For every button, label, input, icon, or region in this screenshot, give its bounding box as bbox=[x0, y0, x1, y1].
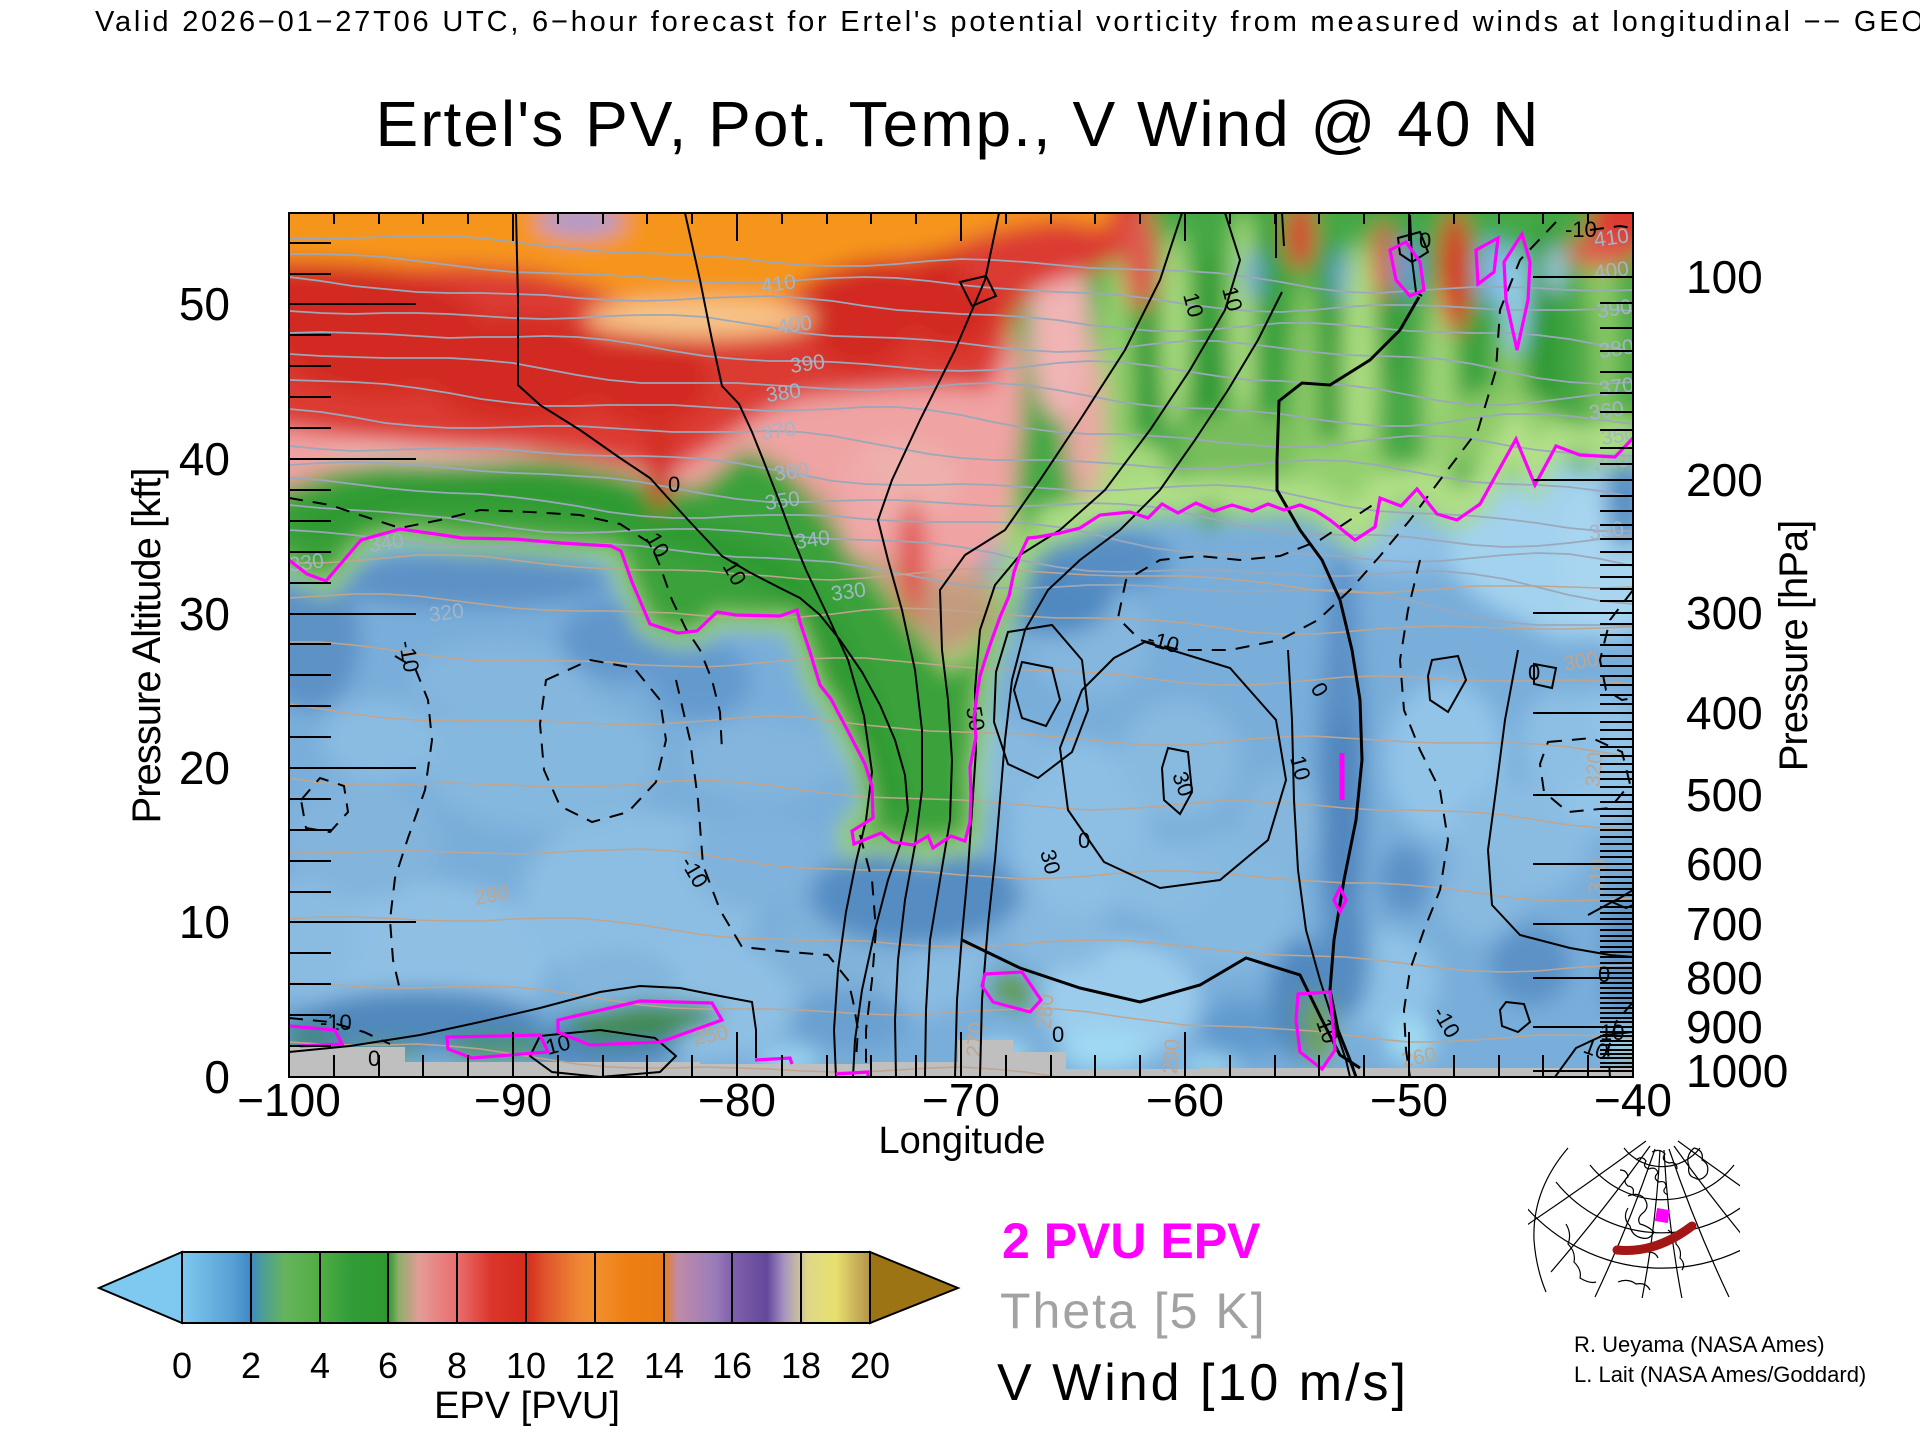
svg-text:320: 320 bbox=[1582, 751, 1608, 788]
svg-text:390: 390 bbox=[788, 350, 826, 378]
svg-text:0: 0 bbox=[668, 472, 680, 497]
svg-text:-10: -10 bbox=[1565, 217, 1597, 242]
svg-text:410: 410 bbox=[759, 270, 797, 298]
svg-text:−100: −100 bbox=[237, 1074, 341, 1126]
svg-text:−70: −70 bbox=[922, 1074, 1000, 1126]
svg-text:330: 330 bbox=[1587, 517, 1625, 545]
svg-text:0: 0 bbox=[1078, 828, 1090, 853]
svg-text:0: 0 bbox=[172, 1345, 192, 1386]
svg-text:600: 600 bbox=[1686, 838, 1763, 890]
svg-text:18: 18 bbox=[781, 1345, 821, 1386]
svg-text:390: 390 bbox=[1595, 295, 1633, 323]
svg-text:V Wind [10 m/s]: V Wind [10 m/s] bbox=[997, 1354, 1409, 1412]
svg-text:340: 340 bbox=[1592, 448, 1630, 476]
svg-text:320: 320 bbox=[427, 599, 465, 627]
svg-text:−80: −80 bbox=[698, 1074, 776, 1126]
svg-text:20: 20 bbox=[179, 742, 230, 794]
svg-text:360: 360 bbox=[772, 458, 810, 486]
svg-text:40: 40 bbox=[179, 433, 230, 485]
svg-text:L. Lait (NASA Ames/Goddard): L. Lait (NASA Ames/Goddard) bbox=[1574, 1362, 1866, 1387]
svg-text:Longitude: Longitude bbox=[879, 1120, 1046, 1162]
svg-text:0: 0 bbox=[368, 1046, 380, 1071]
svg-text:Valid 2026−01−27T06 UTC, 6−hou: Valid 2026−01−27T06 UTC, 6−hour forecast… bbox=[95, 6, 1920, 38]
svg-text:0: 0 bbox=[1528, 660, 1540, 685]
svg-text:400: 400 bbox=[1686, 687, 1763, 739]
svg-text:370: 370 bbox=[1597, 373, 1635, 401]
svg-text:14: 14 bbox=[644, 1345, 684, 1386]
svg-text:200: 200 bbox=[1686, 454, 1763, 506]
svg-text:0: 0 bbox=[1052, 1022, 1064, 1047]
svg-text:900: 900 bbox=[1686, 1001, 1763, 1053]
svg-text:340: 340 bbox=[793, 526, 831, 554]
svg-text:12: 12 bbox=[575, 1345, 615, 1386]
svg-text:400: 400 bbox=[1592, 257, 1630, 285]
svg-text:400: 400 bbox=[775, 311, 813, 339]
svg-text:−50: −50 bbox=[1370, 1074, 1448, 1126]
svg-text:6: 6 bbox=[378, 1345, 398, 1386]
svg-text:2: 2 bbox=[241, 1345, 261, 1386]
svg-text:0: 0 bbox=[1419, 228, 1431, 253]
svg-text:290: 290 bbox=[1159, 1038, 1185, 1075]
svg-text:270: 270 bbox=[963, 1021, 989, 1058]
svg-text:20: 20 bbox=[850, 1345, 890, 1386]
svg-text:2 PVU EPV: 2 PVU EPV bbox=[1002, 1213, 1261, 1269]
svg-text:800: 800 bbox=[1686, 952, 1763, 1004]
svg-text:4: 4 bbox=[310, 1345, 330, 1386]
svg-text:−60: −60 bbox=[1146, 1074, 1224, 1126]
svg-text:Pressure Altitude [kft]: Pressure Altitude [kft] bbox=[125, 469, 169, 824]
svg-text:R. Ueyama (NASA Ames): R. Ueyama (NASA Ames) bbox=[1574, 1332, 1825, 1357]
svg-text:1000: 1000 bbox=[1686, 1045, 1788, 1097]
svg-text:EPV [PVU]: EPV [PVU] bbox=[434, 1385, 620, 1427]
svg-text:Pressure [hPa]: Pressure [hPa] bbox=[1772, 521, 1816, 772]
svg-text:−40: −40 bbox=[1594, 1074, 1672, 1126]
svg-text:8: 8 bbox=[447, 1345, 467, 1386]
svg-text:10: 10 bbox=[506, 1345, 546, 1386]
svg-text:10: 10 bbox=[179, 896, 230, 948]
svg-text:300: 300 bbox=[1686, 587, 1763, 639]
svg-text:Theta [5 K]: Theta [5 K] bbox=[1000, 1283, 1267, 1339]
svg-text:500: 500 bbox=[1686, 769, 1763, 821]
svg-text:370: 370 bbox=[759, 417, 797, 445]
svg-text:280: 280 bbox=[1033, 993, 1059, 1030]
svg-text:100: 100 bbox=[1686, 251, 1763, 303]
svg-text:380: 380 bbox=[764, 379, 802, 407]
svg-text:50: 50 bbox=[179, 278, 230, 330]
svg-text:0: 0 bbox=[204, 1051, 230, 1103]
svg-text:-10: -10 bbox=[394, 639, 424, 675]
svg-text:Ertel's PV, Pot. Temp., V Wind: Ertel's PV, Pot. Temp., V Wind @ 40 N bbox=[376, 88, 1541, 160]
svg-text:700: 700 bbox=[1686, 898, 1763, 950]
svg-text:350: 350 bbox=[1599, 422, 1637, 450]
svg-text:−90: −90 bbox=[474, 1074, 552, 1126]
svg-text:380: 380 bbox=[1597, 335, 1635, 363]
svg-text:330: 330 bbox=[829, 578, 867, 606]
svg-text:30: 30 bbox=[179, 588, 230, 640]
svg-text:16: 16 bbox=[712, 1345, 752, 1386]
